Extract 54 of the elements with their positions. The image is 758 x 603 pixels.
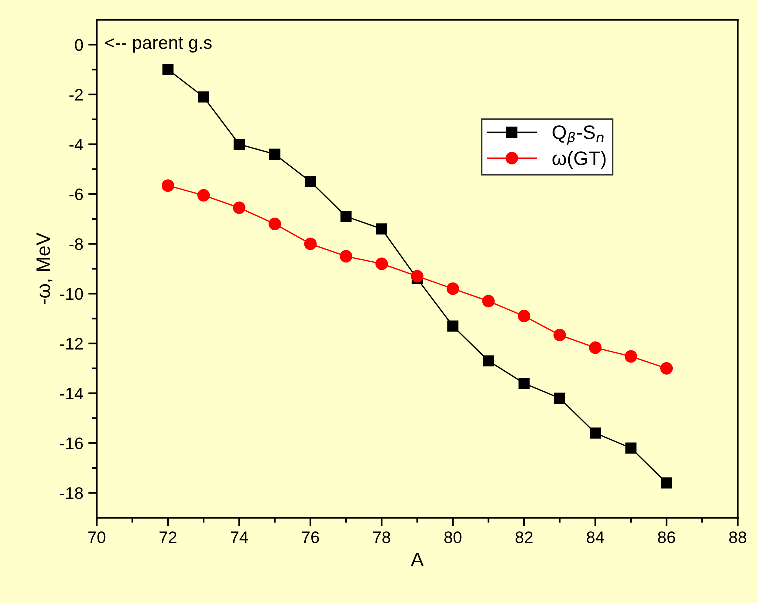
x-axis-title: A — [411, 553, 424, 566]
point — [198, 189, 210, 202]
point — [660, 362, 674, 375]
point — [162, 64, 174, 76]
x-tick-label: 86 — [658, 532, 676, 544]
legend-label: ω(GT) — [552, 151, 606, 170]
annotation: <-- parent g.s — [106, 37, 212, 53]
point — [626, 442, 637, 454]
point — [340, 250, 353, 263]
point — [270, 148, 281, 160]
y-tick-label: -6 — [70, 188, 84, 201]
y-tick-label: -16 — [60, 438, 84, 450]
point — [376, 258, 388, 270]
point — [554, 328, 566, 342]
x-tick-label: 84 — [587, 532, 604, 544]
x-tick-label: 88 — [729, 532, 747, 544]
legend-label: Q$_{β}$-S$_{n}$ — [552, 126, 604, 146]
point — [234, 138, 245, 150]
point — [376, 224, 388, 235]
point — [304, 238, 317, 250]
point — [590, 428, 602, 439]
point — [482, 295, 495, 308]
point — [305, 176, 316, 188]
point — [661, 478, 672, 489]
x-tick-label: 72 — [160, 532, 177, 544]
point — [268, 218, 282, 230]
y-tick-label: 0 — [75, 39, 84, 52]
x-tick-label: 70 — [88, 532, 106, 544]
x-tick-label: 78 — [373, 532, 390, 544]
x-tick-label: 76 — [302, 532, 320, 544]
point — [624, 350, 638, 363]
point — [233, 202, 246, 214]
y-tick-label: -2 — [70, 89, 83, 101]
point — [198, 92, 210, 103]
point — [340, 211, 352, 222]
x-tick-label: 74 — [231, 532, 248, 544]
y-tick-label: -8 — [70, 238, 84, 250]
point — [554, 392, 566, 404]
y-tick-label: -12 — [60, 338, 83, 350]
x-tick-label: 80 — [444, 532, 462, 544]
y-axis-title: -ω, MeV — [36, 232, 53, 304]
point — [589, 342, 602, 354]
point — [448, 320, 459, 332]
point — [483, 356, 494, 367]
point — [518, 310, 531, 323]
x-tick-label: 82 — [516, 532, 533, 544]
point — [411, 270, 424, 283]
point — [162, 180, 174, 192]
y-tick-label: -14 — [60, 388, 84, 400]
y-tick-label: -4 — [70, 139, 84, 151]
point — [446, 282, 460, 296]
y-tick-label: -18 — [60, 488, 84, 500]
point — [518, 378, 530, 390]
y-tick-label: -10 — [60, 288, 84, 300]
